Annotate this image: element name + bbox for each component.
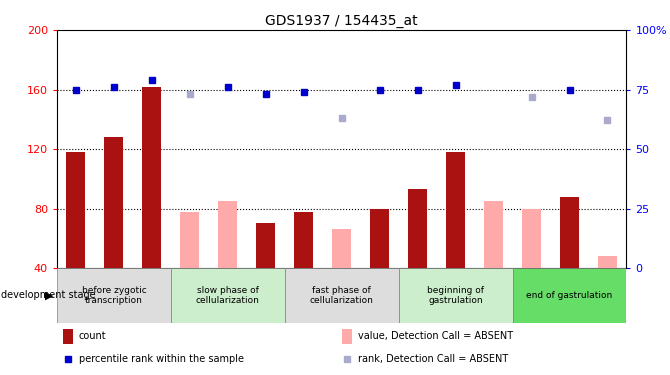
Text: before zygotic
transcription: before zygotic transcription: [82, 286, 146, 305]
Text: value, Detection Call = ABSENT: value, Detection Call = ABSENT: [358, 331, 513, 341]
Bar: [142, 87, 161, 268]
Bar: [484, 201, 503, 268]
Text: count: count: [78, 331, 107, 341]
Bar: [294, 211, 314, 268]
Bar: [513, 268, 626, 322]
Text: ▶: ▶: [45, 290, 54, 300]
Text: slow phase of
cellularization: slow phase of cellularization: [196, 286, 260, 305]
Bar: [598, 256, 617, 268]
Bar: [105, 137, 123, 268]
Bar: [399, 268, 513, 322]
Title: GDS1937 / 154435_at: GDS1937 / 154435_at: [265, 13, 418, 28]
Text: rank, Detection Call = ABSENT: rank, Detection Call = ABSENT: [358, 354, 508, 364]
Bar: [218, 201, 237, 268]
Bar: [256, 224, 275, 268]
Bar: [560, 196, 579, 268]
Bar: [57, 268, 171, 322]
Bar: [408, 189, 427, 268]
Bar: [446, 152, 465, 268]
Bar: [285, 268, 399, 322]
Text: end of gastrulation: end of gastrulation: [527, 291, 612, 300]
Bar: [171, 268, 285, 322]
Bar: [332, 230, 351, 268]
Text: beginning of
gastrulation: beginning of gastrulation: [427, 286, 484, 305]
Bar: [66, 152, 86, 268]
Bar: [342, 329, 352, 344]
Bar: [370, 209, 389, 268]
Text: percentile rank within the sample: percentile rank within the sample: [78, 354, 244, 364]
Bar: [522, 209, 541, 268]
Bar: [180, 211, 199, 268]
Text: development stage: development stage: [1, 290, 95, 300]
Bar: [63, 329, 73, 344]
Text: fast phase of
cellularization: fast phase of cellularization: [310, 286, 374, 305]
